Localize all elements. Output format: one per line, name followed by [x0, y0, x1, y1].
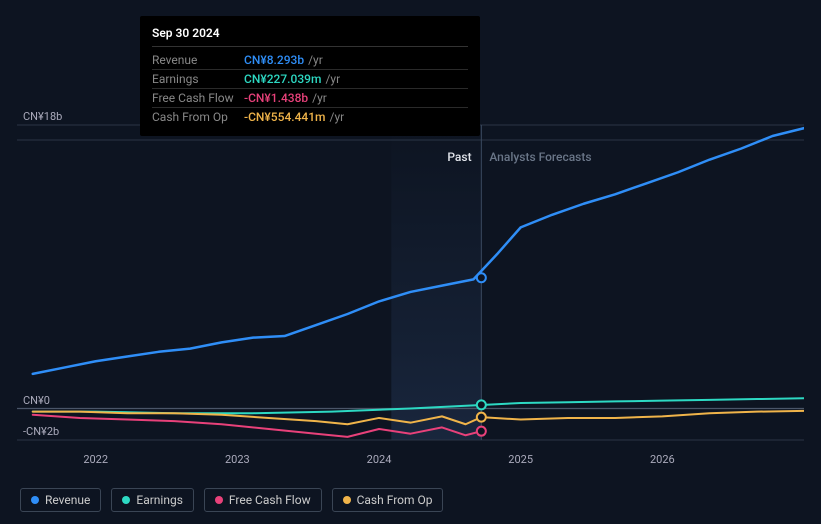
tooltip-value: CN¥8.293b — [244, 53, 304, 67]
x-axis-label: 2022 — [83, 453, 108, 466]
financial-chart: CN¥18bCN¥0-CN¥2b 20222023202420252026 Pa… — [17, 120, 804, 445]
marker-revenue — [477, 273, 486, 282]
legend-label: Earnings — [136, 493, 183, 507]
legend-item-fcf[interactable]: Free Cash Flow — [204, 488, 322, 512]
past-section-label: Past — [447, 150, 471, 164]
forecast-section-label: Analysts Forecasts — [489, 150, 591, 164]
legend-dot-icon — [31, 496, 39, 504]
tooltip-row: Cash From Op-CN¥554.441m/yr — [152, 108, 468, 126]
tooltip-value: CN¥227.039m — [244, 72, 321, 86]
marker-earnings — [477, 400, 486, 409]
legend-item-revenue[interactable]: Revenue — [20, 488, 101, 512]
legend-item-earnings[interactable]: Earnings — [111, 488, 194, 512]
marker-fcf — [477, 427, 486, 436]
tooltip-date: Sep 30 2024 — [152, 26, 468, 47]
tooltip-label: Free Cash Flow — [152, 91, 244, 105]
y-axis-label: CN¥0 — [23, 394, 50, 407]
tooltip-row: RevenueCN¥8.293b/yr — [152, 51, 468, 70]
x-axis-label: 2026 — [650, 453, 675, 466]
tooltip-suffix: /yr — [330, 110, 345, 124]
chart-legend: Revenue Earnings Free Cash Flow Cash From O… — [20, 488, 443, 512]
tooltip-row: Free Cash Flow-CN¥1.438b/yr — [152, 89, 468, 108]
x-axis-label: 2024 — [367, 453, 392, 466]
x-axis-label: 2025 — [508, 453, 533, 466]
tooltip-label: Cash From Op — [152, 110, 244, 124]
legend-label: Free Cash Flow — [229, 493, 311, 507]
x-axis-label: 2023 — [225, 453, 250, 466]
tooltip-label: Earnings — [152, 72, 244, 86]
tooltip-suffix: /yr — [312, 91, 327, 105]
legend-dot-icon — [215, 496, 223, 504]
legend-dot-icon — [343, 496, 351, 504]
tooltip-value: -CN¥554.441m — [244, 110, 326, 124]
tooltip-suffix: /yr — [308, 53, 323, 67]
chart-tooltip: Sep 30 2024 RevenueCN¥8.293b/yrEarningsC… — [140, 16, 480, 136]
y-axis-label: CN¥18b — [23, 110, 62, 123]
tooltip-label: Revenue — [152, 53, 244, 67]
y-axis-label: -CN¥2b — [23, 425, 59, 438]
legend-label: Cash From Op — [357, 493, 433, 507]
tooltip-row: EarningsCN¥227.039m/yr — [152, 70, 468, 89]
legend-label: Revenue — [45, 493, 90, 507]
tooltip-suffix: /yr — [325, 72, 340, 86]
chart-svg — [17, 120, 804, 445]
legend-dot-icon — [122, 496, 130, 504]
tooltip-value: -CN¥1.438b — [244, 91, 308, 105]
marker-cashop — [477, 413, 486, 422]
legend-item-cashop[interactable]: Cash From Op — [332, 488, 444, 512]
